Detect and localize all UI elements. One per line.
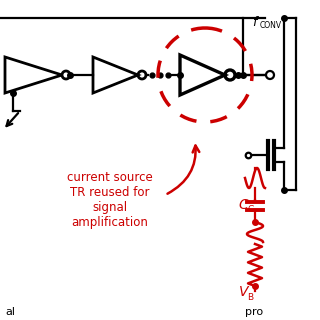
Text: CONV: CONV: [260, 20, 282, 29]
Circle shape: [266, 71, 274, 79]
Text: pro: pro: [245, 307, 263, 317]
Text: current source
TR reused for
signal
amplification: current source TR reused for signal ampl…: [67, 171, 153, 229]
Text: $V$: $V$: [238, 285, 250, 299]
Text: $f$: $f$: [252, 15, 260, 29]
Text: al: al: [5, 307, 15, 317]
Text: $C$: $C$: [238, 198, 250, 212]
Text: C: C: [247, 205, 253, 214]
Text: B: B: [247, 292, 253, 301]
